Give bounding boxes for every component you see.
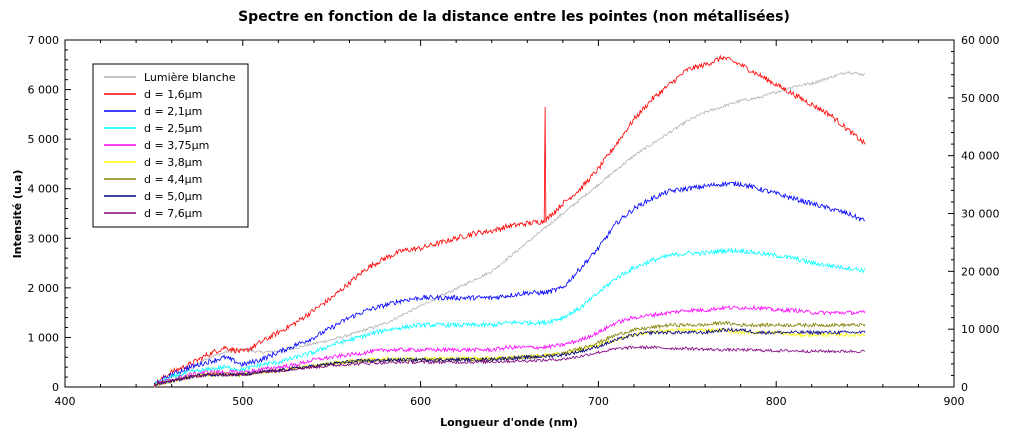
y2-tick-label: 30 000 [961, 208, 1000, 221]
legend-label: Lumière blanche [144, 71, 236, 84]
legend-label: d = 2,1µm [144, 105, 202, 118]
y2-tick-label: 0 [961, 381, 968, 394]
y-tick-label: 2 000 [28, 282, 60, 295]
legend-label: d = 3,75µm [144, 139, 209, 152]
y-tick-label: 1 000 [28, 331, 60, 344]
x-tick-label: 500 [232, 395, 253, 408]
legend: Lumière blanche d = 1,6µm d = 2,1µm d = 2,5… [92, 63, 249, 228]
series-line-5 [153, 304, 866, 386]
legend-label: d = 1,6µm [144, 88, 202, 101]
series-line-8 [153, 327, 866, 386]
x-tick-label: 700 [588, 395, 609, 408]
chart-title: Spectre en fonction de la distance entre… [238, 9, 790, 25]
x-axis-label: Longueur d'onde (nm) [440, 416, 578, 429]
y2-tick-label: 10 000 [961, 323, 1000, 336]
series-line-9 [153, 345, 866, 386]
y2-tick-label: 40 000 [961, 150, 1000, 163]
x-tick-label: 900 [944, 395, 965, 408]
series-line-2 [153, 54, 866, 387]
series-layer [153, 54, 866, 388]
legend-label: d = 7,6µm [144, 207, 202, 220]
y-axis-label: Intensité (u.a) [11, 170, 24, 259]
x-tick-label: 400 [55, 395, 76, 408]
x-tick-label: 800 [766, 395, 787, 408]
y-tick-label: 0 [52, 381, 59, 394]
series-line-1 [153, 70, 866, 388]
y-tick-label: 6 000 [28, 84, 60, 97]
y-tick-label: 7 000 [28, 34, 60, 47]
y2-tick-label: 20 000 [961, 265, 1000, 278]
series-line-4 [153, 247, 866, 386]
x-tick-label: 600 [410, 395, 431, 408]
series-line-3 [153, 180, 866, 386]
legend-label: d = 2,5µm [144, 122, 202, 135]
legend-label: d = 5,0µm [144, 190, 202, 203]
series-line-7 [153, 320, 866, 387]
y-tick-label: 4 000 [28, 183, 60, 196]
legend-label: d = 3,8µm [144, 156, 202, 169]
y2-tick-label: 60 000 [961, 34, 1000, 47]
legend-label: d = 4,4µm [144, 173, 202, 186]
y2-tick-label: 50 000 [961, 92, 1000, 105]
y-tick-label: 3 000 [28, 232, 60, 245]
y-tick-label: 5 000 [28, 133, 60, 146]
